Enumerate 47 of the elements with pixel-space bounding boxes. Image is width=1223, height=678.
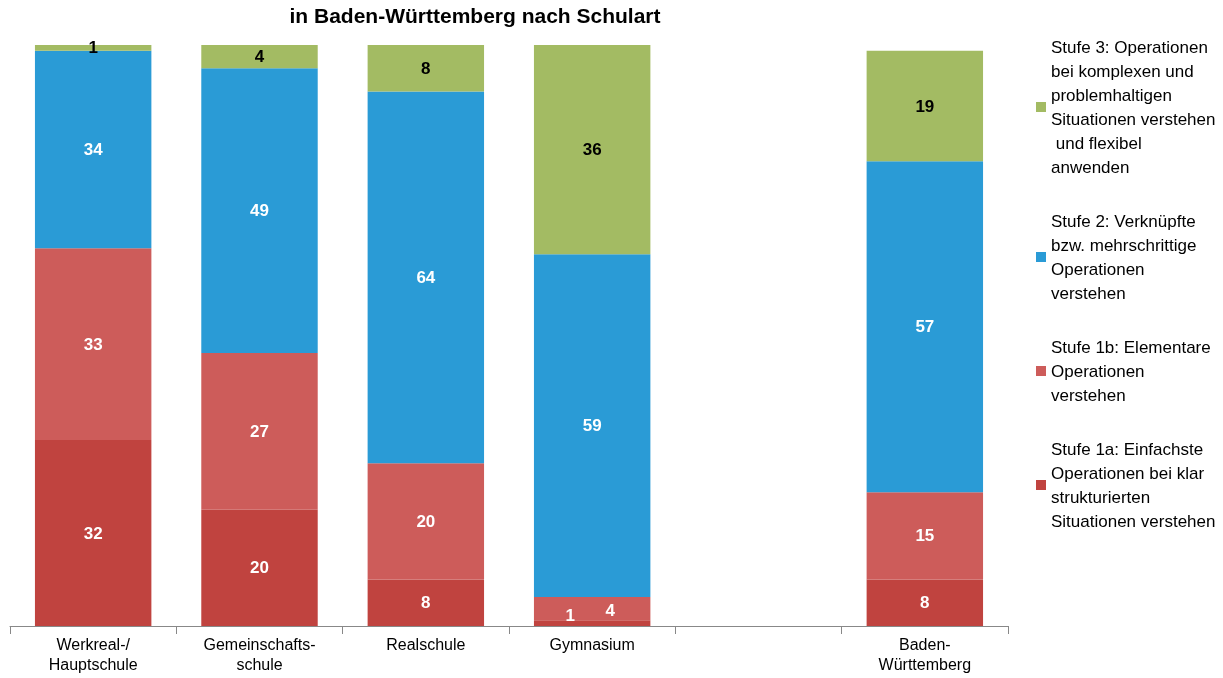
data-label: 33 [83,334,103,354]
data-label: 57 [915,317,935,337]
data-label: 27 [250,421,269,441]
data-label: 19 [915,96,935,116]
data-label: 20 [416,511,436,531]
bar [201,68,318,353]
data-label: 4 [605,601,616,621]
legend-label: Stufe 3: Operationen bei komplexen und problemhaltigen Situationen verstehen und flexibel anwenden [1051,37,1216,177]
bar [201,509,318,626]
bar [367,463,485,580]
bar [866,492,984,580]
x-tick-label: Gymnasium [549,635,635,653]
bar [866,161,984,493]
x-tick-label: Gemeinschafts- schule [203,635,316,673]
data-label: 34 [83,140,104,160]
legend-label: Stufe 1b: Elementare Operationen verstehen [1051,337,1216,405]
legend-label: Stufe 2: Verknüpfte bzw. mehrschrittige Operationen verstehen [1051,211,1202,303]
bar [367,91,485,464]
x-tick-label: Werkreal-/ Hauptschule [48,635,138,673]
bar [533,620,651,626]
data-label: 8 [920,593,930,613]
data-label: 49 [250,201,269,221]
bar [533,596,651,621]
data-label: 1 [565,605,575,625]
data-label: 8 [421,58,431,78]
data-label: 15 [915,526,935,546]
legend-label: Stufe 1a: Einfachste Operationen bei klar strukturierten Situationen verstehen [1051,439,1216,531]
x-tick-label: Baden- Württemberg [878,635,972,673]
chart-title: in Baden-Württemberg nach Schulart [289,4,661,27]
x-tick-label: Realschule [386,635,466,653]
data-label: 4 [254,47,265,67]
bar [34,248,152,441]
bar [866,579,984,626]
bar [367,579,485,626]
bar [367,45,485,92]
bar [34,440,152,626]
data-label: 32 [83,523,103,543]
data-label: 64 [416,267,436,287]
bar [533,45,651,255]
data-label: 8 [421,593,431,613]
bar [201,45,318,69]
data-label: 36 [582,140,602,160]
data-label: 59 [582,416,602,436]
bar [533,254,651,597]
bar [201,352,318,510]
bar [866,50,984,162]
data-label: 20 [250,558,269,578]
